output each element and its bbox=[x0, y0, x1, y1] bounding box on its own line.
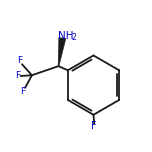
Text: 2: 2 bbox=[71, 33, 76, 42]
Text: NH: NH bbox=[58, 31, 74, 41]
Polygon shape bbox=[58, 38, 66, 66]
Text: F: F bbox=[20, 87, 25, 96]
Text: F: F bbox=[17, 56, 22, 66]
Text: F: F bbox=[91, 121, 97, 131]
Text: F: F bbox=[15, 71, 20, 81]
